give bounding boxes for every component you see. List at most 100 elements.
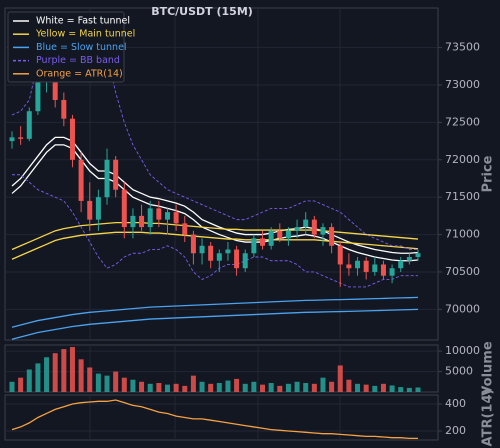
volume-bar bbox=[406, 387, 412, 392]
volume-bar bbox=[113, 371, 119, 392]
volume-bar bbox=[164, 384, 170, 392]
volume-bar bbox=[139, 381, 145, 392]
legend-box bbox=[7, 11, 125, 83]
candle-body bbox=[320, 227, 326, 235]
candle-body bbox=[156, 208, 162, 220]
volume-bar bbox=[130, 379, 136, 392]
volume-bar bbox=[415, 387, 421, 392]
candle-body bbox=[61, 99, 67, 119]
candle-body bbox=[355, 260, 361, 269]
candle-body bbox=[173, 212, 179, 224]
candle-body bbox=[294, 227, 300, 231]
indicator-line bbox=[12, 174, 418, 288]
legend-label: White = Fast tunnel bbox=[36, 16, 130, 27]
candle-body bbox=[285, 230, 291, 239]
y-axis-label: ATR(14) bbox=[481, 389, 496, 447]
volume-bar bbox=[329, 381, 335, 392]
volume-bar bbox=[216, 383, 222, 392]
volume-bar bbox=[234, 378, 240, 392]
candle-body bbox=[95, 197, 101, 220]
y-tick-label: 71500 bbox=[445, 190, 480, 203]
candle-body bbox=[225, 249, 231, 254]
atr-line bbox=[11, 399, 418, 440]
candle-body bbox=[337, 245, 343, 265]
volume-bar bbox=[242, 383, 248, 392]
volume-bar bbox=[380, 383, 386, 392]
panel bbox=[4, 7, 439, 341]
volume-bar bbox=[104, 375, 110, 392]
volume-bar bbox=[173, 383, 179, 392]
volume-bar bbox=[398, 387, 404, 392]
y-tick-label: 73000 bbox=[445, 78, 480, 91]
volume-bar bbox=[18, 377, 24, 392]
volume-bar bbox=[44, 357, 50, 392]
y-tick-label: 200 bbox=[445, 424, 466, 437]
y-tick-label: 72500 bbox=[445, 115, 480, 128]
candle-body bbox=[268, 230, 274, 246]
volume-bar bbox=[35, 363, 41, 392]
y-axis-label: Price bbox=[481, 155, 496, 192]
candle-body bbox=[311, 219, 317, 235]
candle-body bbox=[415, 253, 421, 257]
volume-bar bbox=[311, 383, 317, 392]
candle-body bbox=[406, 257, 412, 261]
volume-bar bbox=[225, 380, 231, 392]
candle-body bbox=[190, 234, 196, 254]
volume-bar bbox=[389, 385, 395, 392]
candle-body bbox=[69, 118, 75, 160]
indicator-line bbox=[11, 221, 419, 251]
candle-body bbox=[182, 223, 188, 235]
volume-bar bbox=[156, 383, 162, 392]
y-tick-label: 73500 bbox=[445, 41, 480, 54]
volume-bar bbox=[61, 349, 67, 392]
volume-bar bbox=[337, 365, 343, 392]
volume-bar bbox=[52, 353, 58, 392]
candle-body bbox=[380, 264, 386, 276]
panel bbox=[4, 394, 439, 441]
candle-body bbox=[52, 77, 58, 100]
volume-bar bbox=[268, 383, 274, 392]
volume-bar bbox=[355, 383, 361, 392]
volume-bar bbox=[95, 373, 101, 392]
candle-body bbox=[389, 268, 395, 276]
chart-title: BTC/USDT (15M) bbox=[151, 5, 253, 18]
volume-bar bbox=[9, 381, 15, 392]
candle-body bbox=[130, 215, 136, 228]
candle-body bbox=[78, 159, 84, 201]
candle-body bbox=[346, 264, 352, 269]
volume-bar bbox=[78, 359, 84, 392]
legend-label: Purple = BB band bbox=[36, 55, 120, 66]
candle-body bbox=[303, 219, 309, 228]
y-tick-label: 400 bbox=[445, 397, 466, 410]
candle-body bbox=[121, 189, 127, 228]
candle-body bbox=[363, 260, 369, 272]
candle-body bbox=[113, 159, 119, 190]
y-tick-label: 72000 bbox=[445, 153, 480, 166]
candle-body bbox=[277, 230, 283, 239]
candle-body bbox=[234, 249, 240, 269]
volume-bar bbox=[372, 385, 378, 392]
candle-body bbox=[104, 159, 110, 198]
candle-body bbox=[35, 81, 41, 112]
indicator-line bbox=[11, 144, 419, 262]
candle-body bbox=[398, 260, 404, 269]
volume-bar bbox=[285, 383, 291, 392]
y-tick-label: 71000 bbox=[445, 228, 480, 241]
volume-bar bbox=[147, 383, 153, 392]
volume-bar bbox=[363, 384, 369, 392]
indicator-line bbox=[11, 308, 419, 340]
legend-label: Orange = ATR(14) bbox=[36, 68, 123, 79]
volume-bar bbox=[208, 383, 214, 392]
candle-body bbox=[164, 212, 170, 220]
volume-bar bbox=[26, 369, 32, 392]
candle-body bbox=[26, 111, 32, 139]
candle-body bbox=[139, 215, 145, 228]
candle-body bbox=[372, 264, 378, 272]
volume-bar bbox=[87, 367, 93, 392]
candle-body bbox=[260, 238, 266, 246]
volume-bar bbox=[320, 377, 326, 392]
y-axis-label: Volume bbox=[481, 341, 496, 396]
indicator-line bbox=[11, 296, 419, 328]
volume-bar bbox=[121, 377, 127, 392]
